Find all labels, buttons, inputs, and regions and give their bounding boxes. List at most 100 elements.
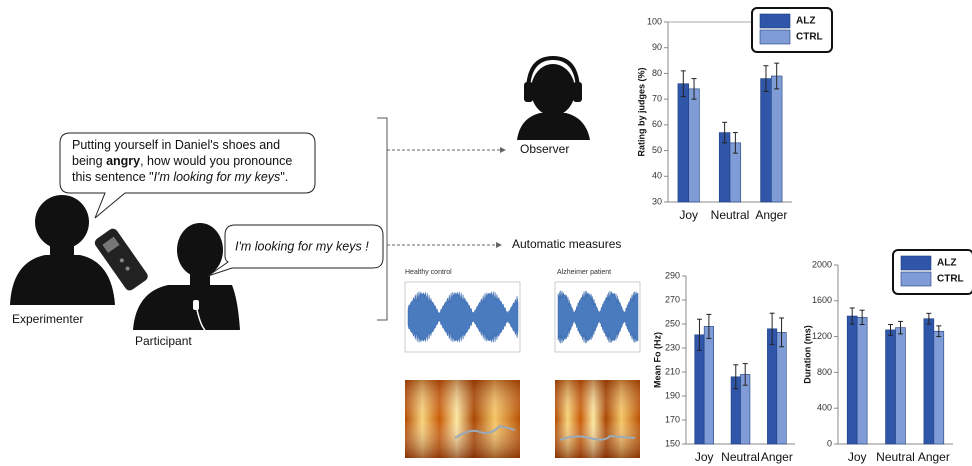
bar — [688, 88, 700, 203]
error-bar — [897, 320, 903, 335]
waveform — [557, 290, 639, 344]
bar — [895, 327, 906, 445]
spectrogram-shade — [555, 380, 640, 458]
error-bar — [936, 325, 942, 338]
answer-text: I'm looking for my keys ! — [235, 239, 369, 253]
panel-label: Alzheimer patient — [557, 269, 611, 276]
bar — [677, 83, 689, 203]
question-segment: Putting yourself in Daniel's shoes and — [72, 138, 280, 152]
bar — [885, 329, 896, 445]
legend-label: ALZ — [937, 258, 956, 269]
panel-label: Healthy control — [405, 269, 452, 276]
y-tick-label: 40 — [652, 171, 662, 181]
error-bar — [680, 70, 686, 98]
error-bar — [691, 78, 697, 100]
spectrogram-shade — [405, 380, 520, 458]
x-tick-label: Neutral — [876, 450, 915, 464]
y-tick-label: 290 — [665, 270, 680, 280]
error-bar — [763, 65, 769, 92]
observer-label: Observer — [520, 142, 569, 156]
y-tick-label: 800 — [817, 367, 832, 377]
y-tick-label: 2000 — [812, 259, 832, 269]
arrow-head — [496, 242, 502, 248]
y-tick-label: 70 — [652, 94, 662, 104]
legend-label: ALZ — [796, 16, 815, 27]
experimenter-icon — [10, 195, 148, 305]
y-tick-label: 270 — [665, 294, 680, 304]
speech-bubble — [207, 224, 384, 277]
y-tick-label: 250 — [665, 318, 680, 328]
error-bar — [888, 324, 894, 336]
pitch-contour — [559, 434, 636, 441]
arrow-head — [500, 147, 506, 153]
experimenter-label: Experimenter — [12, 312, 83, 326]
legend-label: CTRL — [796, 32, 823, 43]
error-bar — [774, 62, 780, 90]
x-tick-label: Joy — [695, 450, 714, 464]
y-tick-label: 60 — [652, 119, 662, 129]
error-bar — [769, 312, 775, 345]
y-tick-label: 0 — [827, 438, 832, 448]
y-tick-label: 150 — [665, 438, 680, 448]
bar — [933, 330, 945, 445]
legend-swatch — [759, 13, 791, 29]
participant-label: Participant — [135, 334, 192, 348]
y-tick-label: 50 — [652, 145, 662, 155]
legend-swatch — [900, 271, 932, 287]
bar — [760, 78, 772, 203]
y-axis-label: Mean Fo (Hz) — [652, 332, 662, 388]
y-tick-label: 30 — [652, 196, 662, 206]
y-tick-label: 210 — [665, 366, 680, 376]
error-bar — [926, 312, 932, 325]
y-tick-label: 400 — [817, 403, 832, 413]
bar — [846, 315, 858, 445]
bar — [776, 332, 787, 445]
x-tick-label: Anger — [918, 450, 950, 464]
question-text: Putting yourself in Daniel's shoes and be… — [72, 138, 292, 184]
y-tick-label: 1200 — [812, 331, 832, 341]
bar — [923, 318, 935, 445]
waveform-frame — [404, 281, 521, 353]
error-bar — [849, 307, 855, 325]
waveform-frame — [554, 281, 641, 353]
legend-label: CTRL — [937, 274, 964, 285]
pitch-contour — [454, 424, 516, 439]
question-segment: angry — [106, 154, 140, 168]
x-tick-label: Anger — [755, 208, 787, 222]
observer-icon — [517, 55, 590, 140]
y-tick-label: 190 — [665, 390, 680, 400]
speech-bubble — [59, 132, 316, 219]
error-bar — [722, 121, 728, 144]
error-bar — [732, 132, 738, 154]
y-axis-label: Duration (ms) — [802, 325, 812, 384]
y-axis-label: Rating by judges (%) — [636, 67, 646, 156]
question-segment: this sentence " — [72, 170, 154, 184]
x-tick-label: Joy — [848, 450, 867, 464]
automatic-measures-label: Automatic measures — [512, 237, 621, 251]
bracket — [377, 117, 388, 321]
x-tick-label: Neutral — [711, 208, 750, 222]
y-tick-label: 230 — [665, 342, 680, 352]
question-segment: being — [72, 154, 106, 168]
y-tick-label: 80 — [652, 68, 662, 78]
x-tick-label: Anger — [761, 450, 793, 464]
error-bar — [733, 364, 739, 390]
question-segment: I'm looking for my keys — [154, 170, 281, 184]
error-bar — [706, 313, 712, 339]
question-segment: ". — [280, 170, 288, 184]
bar — [767, 328, 778, 445]
y-tick-label: 1600 — [812, 295, 832, 305]
y-tick-label: 90 — [652, 42, 662, 52]
question-segment: , how would you pronounce — [140, 154, 292, 168]
bar — [703, 326, 714, 445]
waveform — [407, 291, 519, 343]
legend-swatch — [900, 255, 932, 271]
error-bar — [696, 318, 702, 351]
bar — [771, 75, 783, 203]
error-bar — [859, 309, 865, 326]
error-bar — [742, 363, 748, 386]
x-tick-label: Joy — [679, 208, 698, 222]
error-bar — [779, 317, 785, 348]
y-tick-label: 100 — [647, 16, 662, 26]
